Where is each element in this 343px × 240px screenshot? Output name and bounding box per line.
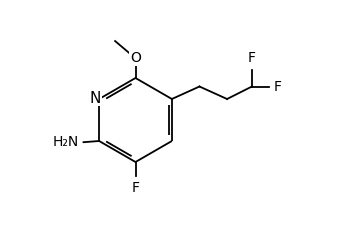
Text: H₂N: H₂N <box>52 135 79 149</box>
Text: N: N <box>90 90 101 106</box>
Text: F: F <box>248 51 256 65</box>
Text: F: F <box>273 79 282 94</box>
Text: F: F <box>131 181 140 195</box>
Text: O: O <box>130 51 141 65</box>
